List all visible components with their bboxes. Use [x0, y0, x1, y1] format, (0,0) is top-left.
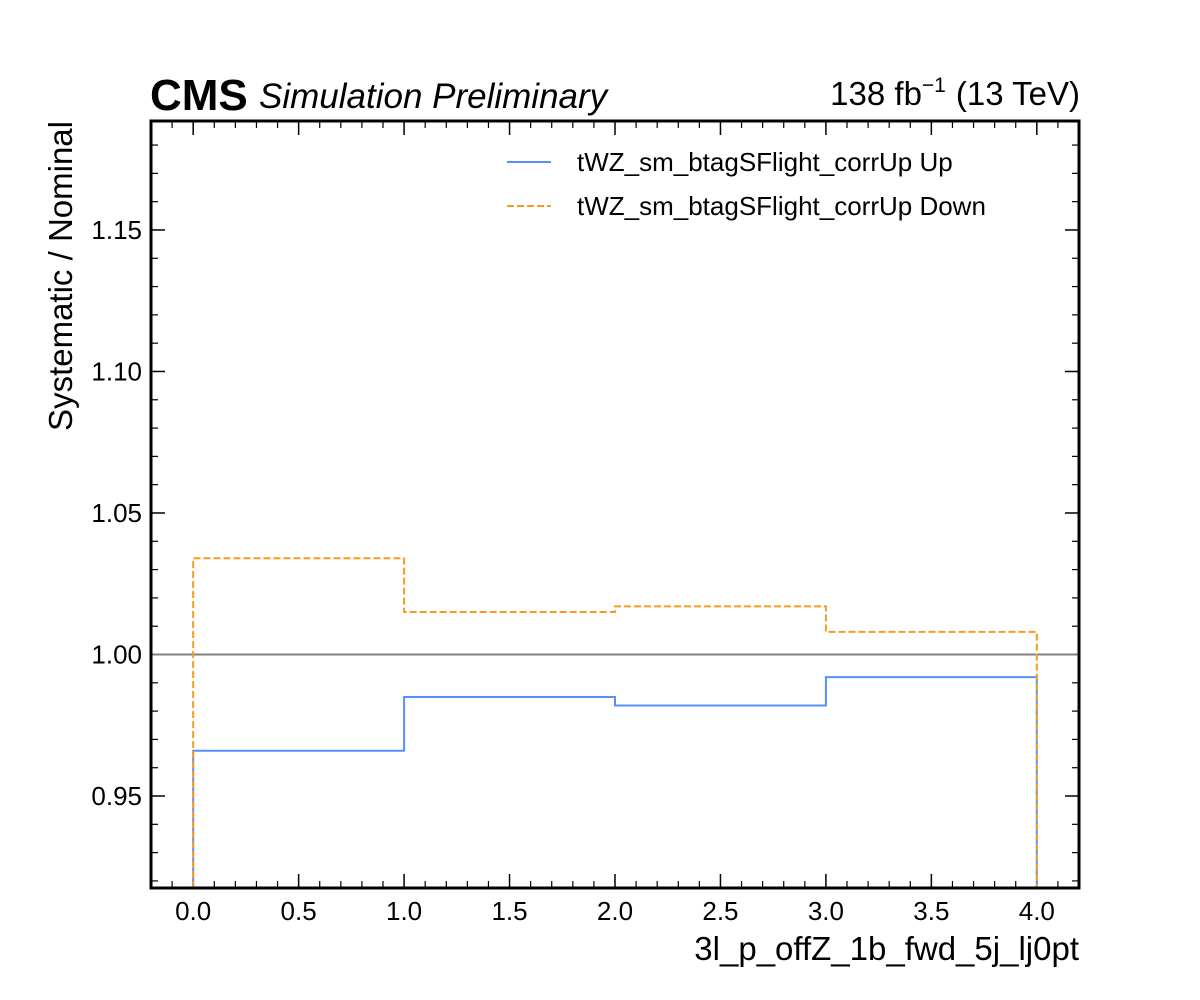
legend-label-1: tWZ_sm_btagSFlight_corrUp Down	[577, 191, 986, 221]
axis-ticks: 0.0 0.5 1.0 1.5 2.0 2.5 3.0 3.5 4.0 0.95 1.00 1.05 1…	[91, 121, 1080, 926]
x-axis-title: 3l_p_offZ_1b_fwd_5j_lj0pt	[694, 930, 1079, 967]
legend: tWZ_sm_btagSFlight_corrUp Up tWZ_sm_btagS…	[507, 147, 986, 221]
lumi-energy: (13 TeV)	[956, 75, 1080, 112]
x-tick-label: 4.0	[1019, 896, 1055, 926]
plot-frame	[149, 119, 1081, 890]
x-tick-label: 3.0	[808, 896, 844, 926]
x-tick-label: 3.5	[913, 896, 949, 926]
lumi-value: 138 fb	[830, 75, 922, 112]
x-tick-label: 2.5	[702, 896, 738, 926]
series-line-0	[192, 676, 1038, 888]
x-tick-label: 0.5	[281, 896, 317, 926]
legend-label-0: tWZ_sm_btagSFlight_corrUp Up	[577, 147, 953, 177]
x-tick-label: 0.0	[175, 896, 211, 926]
y-axis-title: Systematic / Nominal	[42, 121, 79, 431]
x-tick-label: 2.0	[597, 896, 633, 926]
y-tick-label: 1.00	[91, 640, 142, 670]
y-tick-label: 1.15	[91, 215, 142, 245]
x-tick-label: 1.5	[491, 896, 527, 926]
series-group	[192, 557, 1038, 888]
y-tick-label: 1.05	[91, 498, 142, 528]
x-tick-label: 1.0	[386, 896, 422, 926]
experiment-label: CMS	[150, 71, 248, 120]
y-tick-label: 1.10	[91, 356, 142, 386]
lumi-exponent: −1	[922, 74, 946, 97]
status-label: Simulation Preliminary	[259, 77, 610, 116]
y-tick-label: 0.95	[91, 781, 142, 811]
luminosity-label: 138 fb−1 (13 TeV)	[830, 74, 1080, 112]
series-line-1	[192, 557, 1038, 888]
